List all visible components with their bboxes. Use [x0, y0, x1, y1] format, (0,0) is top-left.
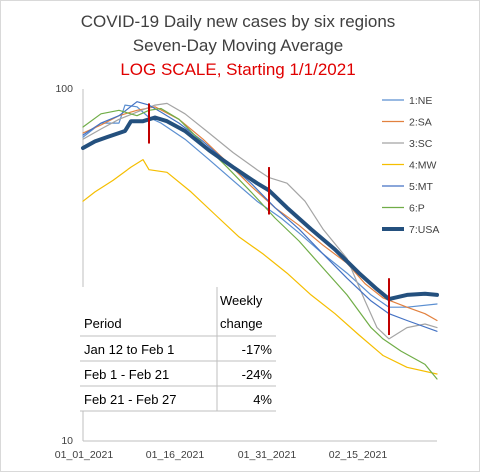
chart-title-line-1: COVID-19 Daily new cases by six regions [81, 12, 396, 31]
table-row-1-change: -17% [242, 342, 273, 357]
chart-title-line-2: Seven-Day Moving Average [133, 36, 343, 55]
legend-label-6-p: 6:P [409, 203, 425, 215]
x-tick-label-jan-01: 01_01_2021 [55, 449, 114, 461]
y-tick-label-10: 10 [61, 435, 73, 447]
marker-layer [148, 103, 390, 336]
legend-label-3-sc: 3:SC [409, 138, 433, 150]
series-line-1-ne [82, 104, 438, 308]
series-line-4-mw [82, 159, 438, 375]
series-line-6-p [82, 107, 438, 380]
y-tick-label-100: 100 [55, 83, 73, 95]
legend-label-4-mw: 4:MW [409, 160, 437, 172]
legend: 1:NE 2:SA 3:SC 4:MW 5:MT 6:P 7:USA [382, 95, 439, 236]
table-row-3-period: Feb 21 - Feb 27 [84, 392, 177, 407]
legend-label-2-sa: 2:SA [409, 117, 432, 129]
x-tick-label-jan-31: 01_31_2021 [238, 449, 297, 461]
table-header-change: change [220, 316, 263, 331]
change-table: Period Weekly change Jan 12 to Feb 1 -17… [80, 287, 276, 412]
series-line-7-usa [81, 115, 439, 302]
table-row-2-change: -24% [242, 367, 273, 382]
table-row-3-change: 4% [253, 392, 272, 407]
x-tick-label-feb-15: 02_15_2021 [329, 449, 388, 461]
legend-label-5-mt: 5:MT [409, 181, 434, 193]
table-row-1-period: Jan 12 to Feb 1 [84, 342, 174, 357]
chart-subtitle: LOG SCALE, Starting 1/1/2021 [120, 60, 355, 79]
table-header-period: Period [84, 316, 122, 331]
legend-label-7-usa: 7:USA [409, 224, 439, 236]
table-background [80, 287, 276, 411]
legend-label-1-ne: 1:NE [409, 95, 432, 107]
table-row-2-period: Feb 1 - Feb 21 [84, 367, 169, 382]
table-header-weekly: Weekly [220, 293, 263, 308]
x-tick-label-jan-16: 01_16_2021 [146, 449, 205, 461]
